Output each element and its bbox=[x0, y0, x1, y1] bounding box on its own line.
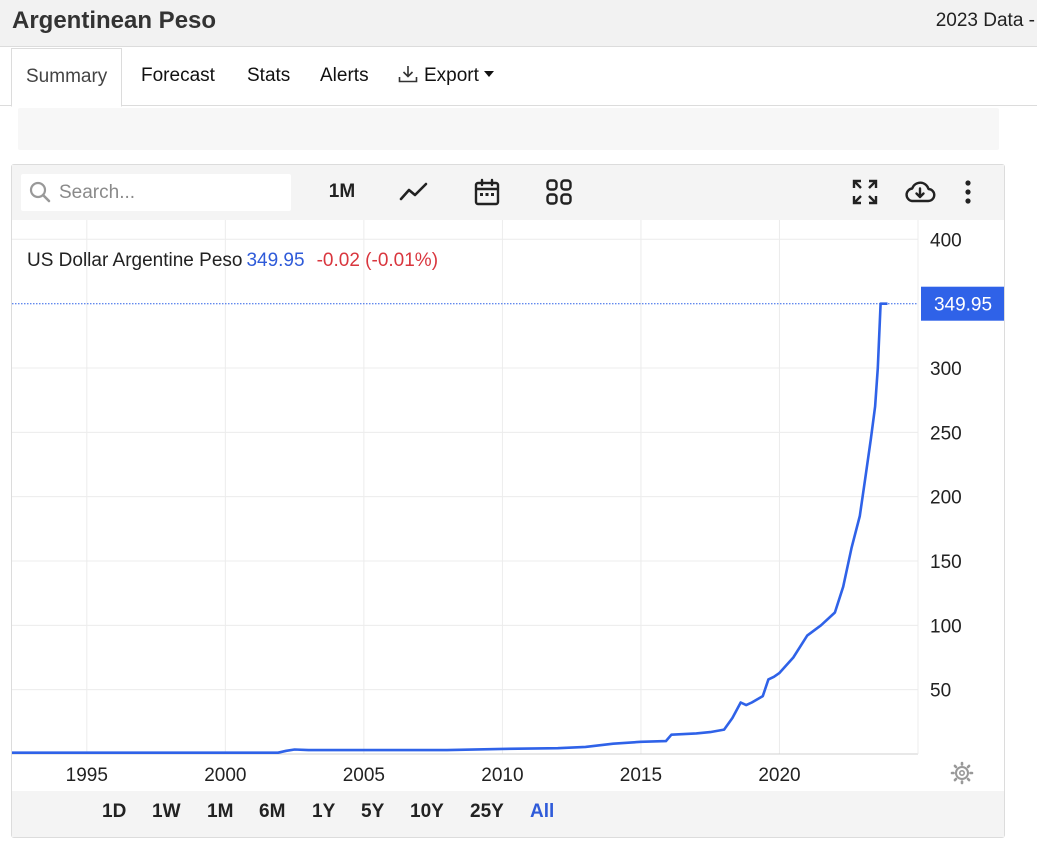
chevron-down-icon bbox=[483, 70, 494, 77]
tab-forecast[interactable]: Forecast bbox=[141, 48, 215, 106]
x-tick-label: 2005 bbox=[343, 765, 385, 786]
tab-export-label: Export bbox=[424, 65, 479, 86]
calendar-icon bbox=[474, 178, 500, 206]
tab-forecast-label: Forecast bbox=[141, 65, 215, 86]
range-selector: 1D 1W 1M 6M 1Y 5Y 10Y 25Y All bbox=[12, 791, 1004, 837]
tab-stats[interactable]: Stats bbox=[247, 48, 290, 106]
y-tick-label: 400 bbox=[930, 230, 962, 251]
chart-card: 1M bbox=[11, 164, 1005, 838]
tab-alerts[interactable]: Alerts bbox=[320, 48, 369, 106]
ad-banner bbox=[18, 108, 999, 150]
y-tick-label: 300 bbox=[930, 359, 962, 380]
grid-icon bbox=[546, 179, 572, 205]
line-chart[interactable]: 1995 2000 2005 2010 2015 2020 50 100 150 200 250 30… bbox=[12, 220, 1004, 790]
range-button-1w[interactable]: 1W bbox=[152, 801, 181, 822]
line-chart-icon bbox=[399, 182, 428, 201]
range-button-1m[interactable]: 1M bbox=[207, 801, 234, 822]
chart-settings-icon[interactable] bbox=[950, 761, 974, 785]
fullscreen-icon bbox=[852, 179, 878, 205]
legend-value: 349.95 bbox=[246, 250, 305, 271]
legend-change: -0.02 (-0.01%) bbox=[316, 250, 439, 271]
chart-legend: US Dollar Argentine Peso 349.95 -0.02 (-0.… bbox=[27, 250, 438, 272]
range-button-25y[interactable]: 25Y bbox=[470, 801, 504, 822]
range-button-10y[interactable]: 10Y bbox=[410, 801, 444, 822]
range-button-5y[interactable]: 5Y bbox=[361, 801, 385, 822]
page-title: Argentinean Peso bbox=[12, 7, 217, 34]
tab-summary-label: Summary bbox=[26, 66, 108, 87]
x-tick-label: 2020 bbox=[758, 765, 800, 786]
page-subtitle: 2023 Data - bbox=[935, 10, 1035, 31]
y-tick-label: 250 bbox=[930, 423, 962, 444]
period-label: 1M bbox=[328, 181, 356, 202]
range-button-1d[interactable]: 1D bbox=[102, 801, 127, 822]
x-tick-label: 2015 bbox=[620, 765, 662, 786]
tab-bar: Summary Forecast Stats Alerts Export bbox=[0, 48, 1037, 107]
y-tick-label: 50 bbox=[930, 681, 951, 702]
legend-series-name: US Dollar Argentine Peso bbox=[27, 250, 243, 271]
x-tick-label: 2010 bbox=[481, 765, 523, 786]
y-tick-label: 150 bbox=[930, 552, 962, 573]
chart-plot-area: 1995 2000 2005 2010 2015 2020 50 100 150 200 250 30… bbox=[12, 220, 1004, 790]
period-button[interactable]: 1M bbox=[320, 175, 364, 209]
cloud-download-icon bbox=[905, 181, 936, 203]
search-icon bbox=[29, 181, 51, 203]
tab-alerts-label: Alerts bbox=[320, 65, 369, 86]
search-box bbox=[21, 174, 291, 211]
last-value-badge-label: 349.95 bbox=[934, 295, 992, 316]
download-icon bbox=[398, 65, 418, 83]
tab-export[interactable]: Export bbox=[398, 48, 494, 106]
series-line[interactable] bbox=[12, 302, 888, 754]
tab-summary[interactable]: Summary bbox=[11, 48, 123, 107]
title-bar: Argentinean Peso 2023 Data - bbox=[0, 0, 1037, 47]
fullscreen-button[interactable] bbox=[850, 175, 880, 209]
range-button-all[interactable]: All bbox=[530, 801, 555, 822]
tab-stats-label: Stats bbox=[247, 65, 291, 86]
range-button-6m[interactable]: 6M bbox=[259, 801, 286, 822]
more-vertical-icon bbox=[965, 180, 971, 204]
date-range-button[interactable] bbox=[470, 175, 504, 209]
chart-type-button[interactable] bbox=[395, 175, 433, 209]
y-tick-label: 100 bbox=[930, 616, 962, 637]
layout-button[interactable] bbox=[542, 175, 576, 209]
y-tick-label: 200 bbox=[930, 488, 962, 509]
more-options-button[interactable] bbox=[958, 175, 978, 209]
last-value-badge bbox=[921, 286, 1004, 321]
chart-toolbar: 1M bbox=[12, 165, 1004, 220]
download-chart-button[interactable] bbox=[902, 175, 938, 209]
range-button-1y[interactable]: 1Y bbox=[312, 801, 336, 822]
search-input[interactable] bbox=[59, 174, 287, 211]
x-tick-label: 2000 bbox=[204, 765, 246, 786]
x-tick-label: 1995 bbox=[66, 765, 108, 786]
